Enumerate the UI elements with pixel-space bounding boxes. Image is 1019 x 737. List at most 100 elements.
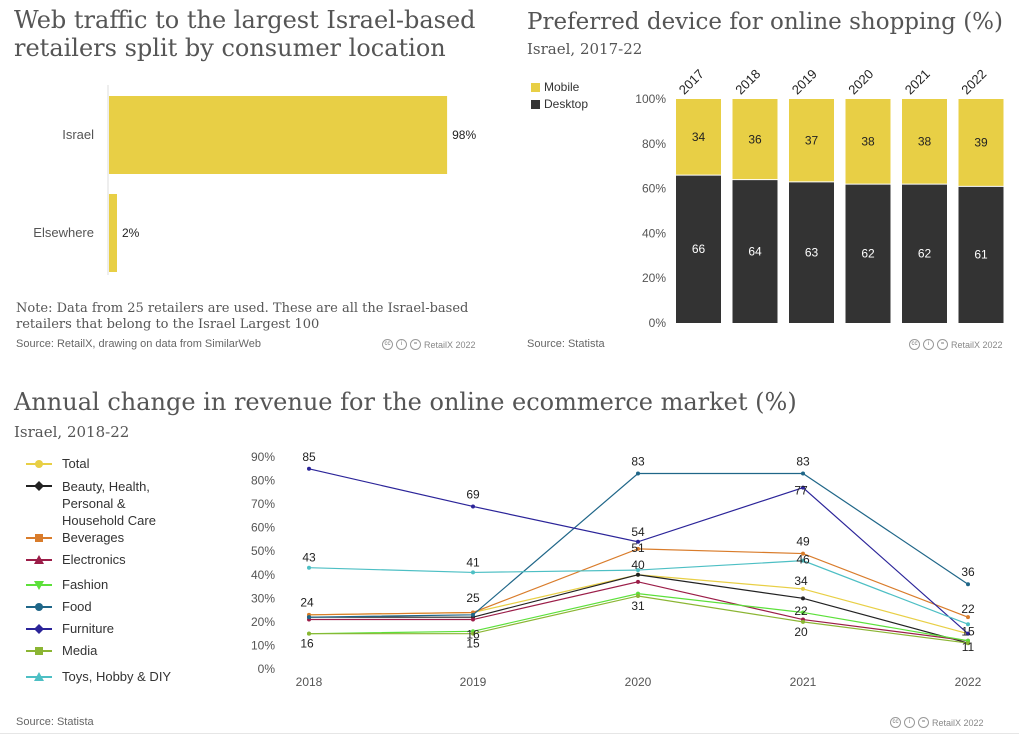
panel3-title: Annual change in revenue for the online … bbox=[14, 388, 797, 416]
legend-item-food: Food bbox=[26, 599, 92, 614]
stack-bar-mobile bbox=[958, 99, 1004, 187]
legend-marker bbox=[35, 534, 43, 542]
line-point bbox=[966, 582, 970, 587]
line-point bbox=[307, 565, 311, 570]
panel1-title-line2: retailers split by consumer location bbox=[14, 34, 446, 62]
stack-category-label: 2017 bbox=[676, 66, 707, 97]
stack-category-label: 2018 bbox=[732, 66, 763, 97]
stack-mobile-label: 37 bbox=[805, 133, 819, 147]
line-point bbox=[801, 586, 805, 591]
legend-label: Beauty, Health, Personal & Household Car… bbox=[62, 479, 156, 528]
legend-item-beauty: Beauty, Health, Personal & Household Car… bbox=[26, 478, 162, 529]
legend-marker bbox=[34, 555, 44, 564]
stack-y-tick: 40% bbox=[642, 226, 666, 240]
nd-icon: = bbox=[918, 717, 929, 728]
legend-item-electronics: Electronics bbox=[26, 552, 126, 567]
panel1-note: Note: Data from 25 retailers are used. T… bbox=[16, 301, 468, 333]
legend-marker bbox=[34, 624, 44, 634]
legend-swatch bbox=[26, 672, 52, 681]
by-icon: i bbox=[396, 339, 407, 350]
line-y-tick: 40% bbox=[251, 568, 275, 582]
line-x-tick: 2018 bbox=[296, 675, 323, 689]
legend-item-fashion: Fashion bbox=[26, 577, 108, 592]
legend-label: Beverages bbox=[62, 530, 125, 545]
panel3-subtitle: Israel, 2018-22 bbox=[14, 423, 130, 441]
traffic-bar-chart: Israel 98% Elsewhere 2% bbox=[33, 85, 476, 275]
line-data-label: 22 bbox=[961, 602, 975, 616]
stack-category-label: 2022 bbox=[958, 66, 989, 97]
panel1-brand: cc i = RetailX 2022 bbox=[382, 339, 476, 350]
line-data-label: 49 bbox=[796, 535, 810, 549]
device-stacked-bar-chart: 0% 20% 40% 60% 80% 100% 34 66 2017 36 64 2018 37 63 20… bbox=[635, 66, 1004, 330]
line-point bbox=[636, 546, 640, 551]
stack-y-tick: 0% bbox=[649, 316, 667, 330]
line-point bbox=[471, 617, 475, 622]
panel2-legend: Mobile Desktop bbox=[531, 80, 588, 111]
panel1-brand-text: RetailX 2022 bbox=[424, 339, 476, 350]
panel1-title-line1: Web traffic to the largest Israel-based bbox=[14, 6, 476, 34]
legend-swatch bbox=[26, 624, 52, 634]
stack-desktop-label: 66 bbox=[692, 242, 706, 256]
line-data-label: 24 bbox=[300, 595, 314, 609]
legend-marker bbox=[35, 647, 43, 655]
line-point bbox=[636, 579, 640, 584]
line-data-label: 22 bbox=[794, 604, 808, 618]
line-point bbox=[471, 504, 475, 509]
by-icon: i bbox=[923, 339, 934, 350]
stack-mobile-label: 34 bbox=[692, 130, 706, 144]
line-y-tick: 60% bbox=[251, 521, 275, 535]
legend-swatch bbox=[26, 481, 52, 491]
line-point bbox=[801, 471, 805, 476]
bottom-divider bbox=[0, 733, 1019, 734]
line-point bbox=[801, 610, 805, 615]
nd-icon: = bbox=[937, 339, 948, 350]
stack-bar-desktop bbox=[732, 179, 778, 323]
legend-marker bbox=[35, 460, 43, 468]
line-y-tick: 80% bbox=[251, 474, 275, 488]
cc-icon: cc bbox=[909, 339, 920, 350]
line-y-tick: 50% bbox=[251, 544, 275, 558]
by-icon: i bbox=[904, 717, 915, 728]
line-point bbox=[636, 593, 640, 598]
line-data-label: 77 bbox=[794, 484, 808, 498]
legend-item-beverages: Beverages bbox=[26, 530, 124, 545]
stack-desktop-label: 62 bbox=[861, 247, 875, 261]
line-y-tick: 0% bbox=[258, 662, 276, 676]
legend-swatch bbox=[26, 460, 52, 468]
line-point bbox=[966, 615, 970, 620]
panel3-source: Source: Statista bbox=[16, 716, 94, 728]
line-point bbox=[801, 596, 805, 601]
stack-category-label: 2019 bbox=[789, 66, 820, 97]
legend-desktop: Desktop bbox=[531, 97, 588, 111]
panel2-title: Preferred device for online shopping (%) bbox=[527, 9, 1004, 35]
line-data-label: 54 bbox=[631, 525, 645, 539]
legend-marker bbox=[34, 672, 44, 681]
stack-bar-mobile bbox=[789, 99, 834, 182]
line-data-label: 40 bbox=[631, 558, 645, 572]
line-data-label: 15 bbox=[466, 637, 480, 651]
legend-marker bbox=[34, 581, 44, 590]
legend-swatch bbox=[26, 555, 52, 564]
panel1-source: Source: RetailX, drawing on data from Si… bbox=[16, 338, 261, 350]
legend-item-total: Total bbox=[26, 456, 89, 471]
line-data-label: 11 bbox=[962, 640, 975, 654]
stack-mobile-label: 39 bbox=[974, 136, 988, 150]
stack-category-label: 2021 bbox=[902, 66, 933, 97]
legend-label: Total bbox=[62, 456, 90, 471]
line-data-label: 85 bbox=[302, 450, 316, 464]
hbar-elsewhere bbox=[109, 194, 117, 272]
line-y-tick: 10% bbox=[251, 638, 275, 652]
panel1-note-line2: retailers that belong to the Israel Larg… bbox=[16, 317, 320, 332]
hbar-category-label: Elsewhere bbox=[33, 225, 94, 240]
line-data-label: 51 bbox=[631, 541, 645, 555]
panel1-note-line1: Note: Data from 25 retailers are used. T… bbox=[16, 301, 469, 316]
line-data-label: 16 bbox=[466, 627, 480, 641]
stack-category-label: 2020 bbox=[845, 66, 876, 97]
legend-label: Food bbox=[62, 599, 92, 614]
stack-mobile-label: 38 bbox=[861, 135, 875, 149]
line-data-label: 25 bbox=[466, 591, 480, 605]
legend-marker bbox=[34, 481, 44, 491]
line-x-tick: 2022 bbox=[955, 675, 982, 689]
panel3-brand-text: RetailX 2022 bbox=[932, 717, 984, 728]
hbar-israel bbox=[109, 96, 448, 174]
